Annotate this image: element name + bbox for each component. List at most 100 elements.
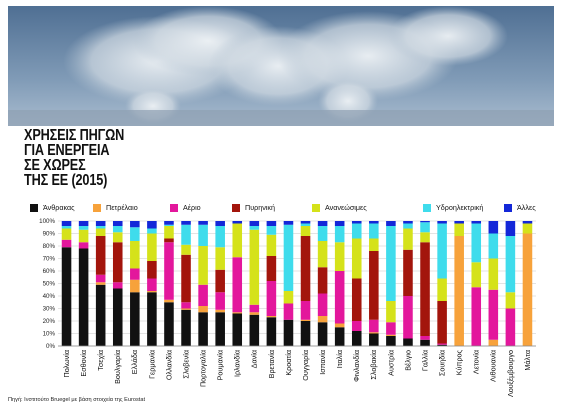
stacked-bar-chart: 0% 10% 20% 30% 40% 50% 60% 70% 80% 90% 100% Πολωνία… <box>39 218 536 397</box>
bar-segment <box>351 278 362 321</box>
bar-segment <box>317 293 328 316</box>
chart-legend: Άνθρακας Πετρέλαιο Αέριο Πυρηνική Ανανεώσιμε… <box>30 203 550 217</box>
bar-segment <box>147 261 157 279</box>
bar-segment <box>505 221 516 236</box>
x-tick-label: Βρετανία <box>267 350 276 378</box>
legend-label: Υδροηλεκτρική <box>436 203 484 212</box>
bar-segment <box>317 316 328 323</box>
bar-segment <box>61 221 72 226</box>
legend-label: Άλλες <box>517 203 536 212</box>
y-tick-label: 100% <box>39 218 55 225</box>
bar-segment <box>369 333 379 346</box>
bar-segment <box>112 221 123 226</box>
bar-segment <box>215 292 225 310</box>
y-tick-label: 70% <box>43 256 56 263</box>
bar-segment <box>334 226 345 243</box>
bar-segment <box>249 314 260 346</box>
bar-segment <box>95 282 106 285</box>
bar-segment <box>351 223 362 239</box>
legend-item: Άνθρακας <box>30 203 75 212</box>
bar-segment <box>249 229 260 305</box>
source-note: Πηγή: Ινστιτούτο Bruegel με βάση στοιχεί… <box>8 397 145 403</box>
bar-segment <box>164 299 174 303</box>
bar-segment <box>488 289 499 340</box>
x-tick-label: Κροατία <box>284 350 293 376</box>
bar-segment <box>181 302 191 309</box>
bar-segment <box>437 301 447 344</box>
bar-segment <box>420 222 430 233</box>
bar-segment <box>198 221 208 225</box>
bar-segment <box>351 221 362 224</box>
bar-segment <box>488 233 499 259</box>
bar-segment <box>95 284 106 346</box>
legend-item: Άλλες <box>504 203 536 212</box>
bar-segment <box>130 221 140 228</box>
bar-segment <box>488 339 499 346</box>
bar-segment <box>369 251 379 320</box>
bar-segment <box>61 228 72 240</box>
x-tick-label: Γερμανία <box>147 350 156 379</box>
bar-segment <box>300 223 311 226</box>
y-tick-label: 80% <box>43 243 56 250</box>
bar-segment <box>95 274 106 283</box>
y-tick-label: 50% <box>43 281 56 288</box>
bar-segment <box>437 278 447 301</box>
bar-segment <box>283 291 294 304</box>
bar-segment <box>300 236 311 301</box>
bar-segment <box>351 321 362 331</box>
bar-segment <box>266 281 277 316</box>
bar-segment <box>181 224 191 245</box>
bar-segment <box>471 223 482 263</box>
bar-segment <box>164 224 174 226</box>
legend-swatch <box>504 203 512 212</box>
x-tick-label: Σουηδία <box>438 350 447 376</box>
x-tick-label: Λιθουανία <box>489 350 498 382</box>
legend-swatch <box>30 203 38 212</box>
bar-segment <box>403 296 413 339</box>
bar-segment <box>147 233 157 261</box>
bar-segment <box>181 254 191 303</box>
bar-segment <box>215 247 225 270</box>
y-tick-label: 0% <box>46 343 55 350</box>
bar-segment <box>471 287 482 346</box>
legend-item: Ανανεώσιμες <box>312 203 367 212</box>
bar-segment <box>283 319 294 346</box>
bar-segment <box>386 226 396 301</box>
chart-title: ΧΡΗΣΕΙΣ ΠΗΓΩΝ ΓΙΑ ΕΝΕΡΓΕΙΑ ΣΕ ΧΩΡΕΣ ΤΗΣ … <box>24 128 221 189</box>
bar-segment <box>198 284 208 306</box>
bar-segment <box>249 226 260 230</box>
bar-segment <box>181 221 191 225</box>
y-tick-label: 60% <box>43 268 56 275</box>
x-tick-label: Ιταλία <box>335 350 344 368</box>
x-tick-label: Ρουμανία <box>216 350 225 380</box>
bar-segment <box>112 226 123 233</box>
legend-swatch <box>232 203 240 212</box>
bar-segment <box>471 221 482 224</box>
bar-segment <box>420 336 430 340</box>
bar-segment <box>300 321 311 346</box>
bar-segment <box>95 236 106 275</box>
bar-segment <box>437 223 447 279</box>
bar-segment <box>334 271 345 324</box>
bar-segment <box>215 226 225 248</box>
bar-segment <box>181 244 191 255</box>
x-tick-label: Πολωνία <box>62 350 71 378</box>
bar-segment <box>249 312 260 315</box>
legend-label: Αέριο <box>183 203 201 212</box>
bar-segment <box>454 223 464 236</box>
bar-segment <box>403 223 413 229</box>
x-tick-label: Μάλτα <box>523 350 532 371</box>
legend-item: Υδροηλεκτρική <box>423 203 483 212</box>
legend-swatch <box>423 203 431 212</box>
x-tick-label: Ισπανία <box>318 350 327 375</box>
x-tick-label: Σλοβακία <box>369 350 378 380</box>
bar-segment <box>130 279 140 293</box>
bar-segment <box>232 313 243 346</box>
bar-segment <box>266 221 277 226</box>
bar-segment <box>334 323 345 328</box>
bar-segment <box>454 236 464 346</box>
x-tick-label: Δανία <box>250 350 259 368</box>
bar-segment <box>249 304 260 313</box>
bar-segment <box>147 221 157 229</box>
bar-segment <box>130 227 140 241</box>
